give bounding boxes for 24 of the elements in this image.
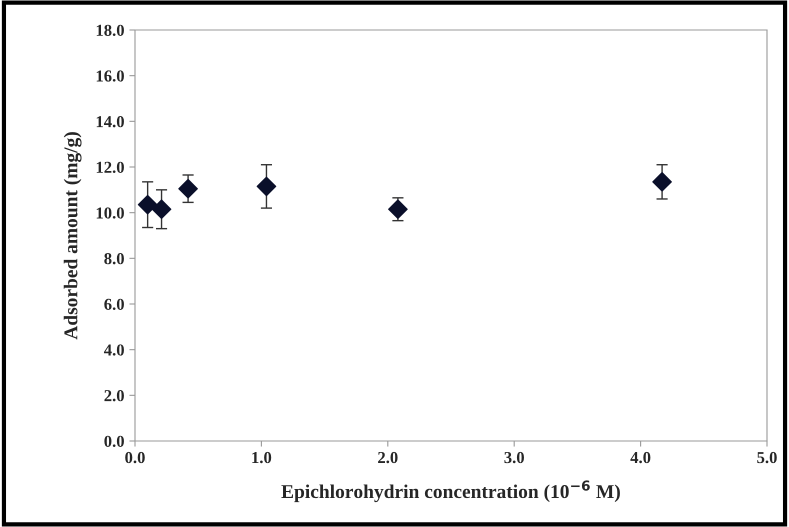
y-axis-title: Adsorbed amount (mg/g) bbox=[64, 132, 82, 340]
point bbox=[388, 199, 408, 220]
x-tick-label: 2.0 bbox=[378, 452, 398, 464]
y-tick-label: 16.0 bbox=[96, 70, 124, 82]
x-tick-label: 3.0 bbox=[504, 452, 524, 464]
point bbox=[652, 172, 672, 192]
x-tick-label: 4.0 bbox=[630, 452, 650, 464]
y-tick-label: 18.0 bbox=[96, 24, 124, 36]
y-tick-label: 14.0 bbox=[96, 116, 124, 128]
x-tick-label: 1.0 bbox=[252, 452, 272, 464]
x-axis-title: Epichlorohydrin concentration (10$^{−6}$ M) bbox=[281, 480, 620, 502]
x-tick-label: 5.0 bbox=[757, 452, 777, 464]
point bbox=[138, 194, 158, 215]
y-tick-label: 0.0 bbox=[104, 436, 124, 448]
x-tick-label: 0.0 bbox=[125, 452, 145, 464]
point bbox=[256, 176, 276, 196]
y-tick-label: 12.0 bbox=[96, 162, 124, 174]
y-tick-label: 8.0 bbox=[104, 253, 124, 264]
y-tick-label: 6.0 bbox=[104, 298, 124, 310]
y-tick-label: 2.0 bbox=[104, 390, 124, 402]
point bbox=[152, 199, 172, 220]
y-tick-label: 4.0 bbox=[104, 344, 124, 356]
y-tick-label: 10.0 bbox=[96, 207, 124, 219]
point bbox=[178, 178, 198, 199]
